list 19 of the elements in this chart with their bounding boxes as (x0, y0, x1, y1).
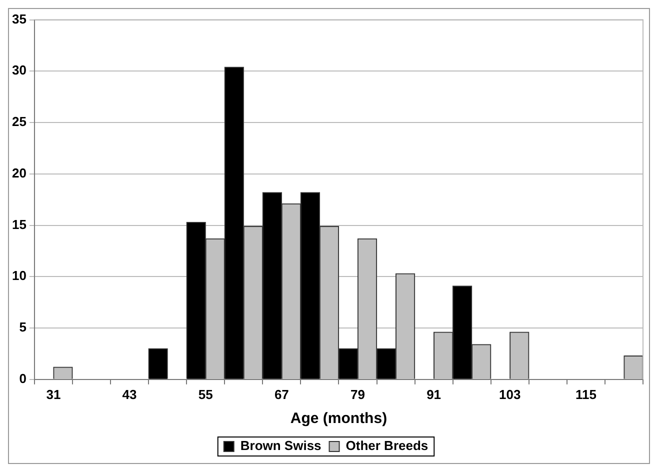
y-tick-label: 25 (12, 114, 26, 130)
x-axis-title: Age (months) (290, 410, 388, 428)
y-tick-label: 0 (19, 370, 26, 386)
y-tick-label: 20 (12, 165, 26, 180)
x-tick-label: 31 (46, 386, 61, 402)
x-tick-label: 91 (426, 386, 442, 402)
x-tick-label: 43 (122, 386, 137, 402)
y-tick-label: 30 (12, 62, 26, 78)
legend-label: Brown Swiss (240, 438, 322, 454)
y-tick-label: 15 (12, 216, 26, 232)
legend-label: Other Breeds (346, 438, 428, 454)
x-tick-label: 67 (274, 386, 289, 402)
x-tick-label: 79 (350, 386, 365, 402)
x-tick-label: 55 (198, 386, 213, 402)
y-tick-label: 5 (19, 320, 26, 335)
x-tick-label: 103 (499, 386, 521, 402)
y-tick-label: 35 (12, 11, 26, 26)
y-tick-label: 10 (12, 268, 26, 284)
x-tick-label: 115 (575, 386, 596, 402)
